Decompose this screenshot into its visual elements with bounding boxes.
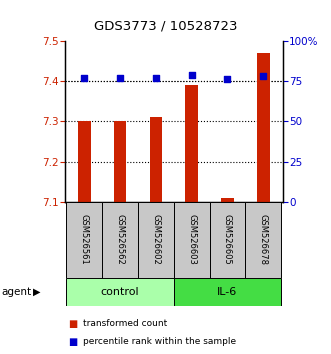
Text: control: control	[101, 287, 139, 297]
Bar	[138, 202, 174, 278]
Text: GSM526562: GSM526562	[116, 215, 124, 265]
Text: transformed count: transformed count	[83, 319, 167, 329]
Point	[260, 73, 266, 79]
Bar	[221, 198, 234, 202]
Bar	[66, 278, 174, 306]
Bar	[245, 202, 281, 278]
Point	[225, 76, 230, 82]
Point	[153, 75, 159, 81]
Text: ■: ■	[68, 319, 77, 329]
Text: GDS3773 / 10528723: GDS3773 / 10528723	[94, 19, 237, 33]
Bar	[114, 121, 126, 202]
Bar	[210, 202, 245, 278]
Text: GSM526561: GSM526561	[80, 215, 89, 265]
Text: GSM526678: GSM526678	[259, 214, 268, 266]
Bar	[185, 85, 198, 202]
Bar	[174, 202, 210, 278]
Text: IL-6: IL-6	[217, 287, 238, 297]
Bar	[78, 121, 90, 202]
Text: ▶: ▶	[33, 287, 41, 297]
Bar	[257, 53, 269, 202]
Text: ■: ■	[68, 337, 77, 347]
Text: agent: agent	[2, 287, 32, 297]
Text: GSM526602: GSM526602	[151, 215, 160, 265]
Point	[82, 75, 87, 81]
Text: percentile rank within the sample: percentile rank within the sample	[83, 337, 236, 346]
Text: GSM526605: GSM526605	[223, 215, 232, 265]
Bar	[150, 117, 162, 202]
Text: GSM526603: GSM526603	[187, 215, 196, 265]
Bar	[102, 202, 138, 278]
Point	[118, 75, 123, 81]
Bar	[66, 202, 102, 278]
Bar	[174, 278, 281, 306]
Point	[189, 72, 194, 78]
